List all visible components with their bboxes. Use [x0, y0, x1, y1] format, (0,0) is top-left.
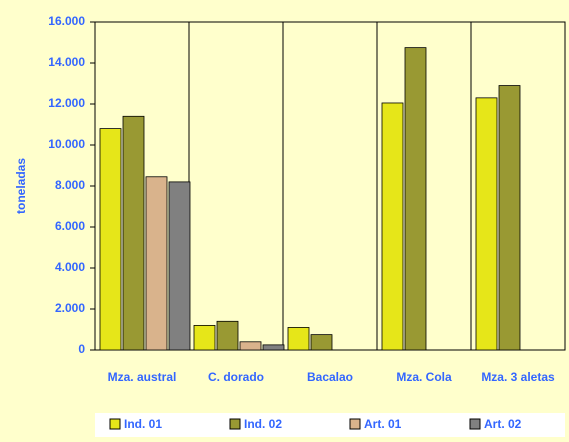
legend-swatch	[469, 418, 481, 430]
y-tick-label: 14.000	[48, 55, 85, 69]
legend-label: Ind. 02	[244, 417, 282, 431]
bar	[381, 102, 404, 351]
y-axis-title: toneladas	[14, 158, 28, 214]
y-tick-label: 4.000	[55, 260, 85, 274]
legend-swatch	[229, 418, 241, 430]
y-tick-label: 8.000	[55, 178, 85, 192]
y-tick-label: 0	[78, 342, 85, 356]
bar	[168, 181, 191, 351]
bar	[122, 115, 145, 351]
bar	[287, 327, 310, 351]
y-tick-label: 10.000	[48, 137, 85, 151]
y-tick-label: 6.000	[55, 219, 85, 233]
legend-box	[95, 413, 565, 437]
bar	[404, 47, 427, 351]
bar	[239, 341, 262, 351]
bar	[99, 128, 122, 351]
bar	[145, 176, 168, 351]
x-tick-label: Bacalao	[306, 370, 354, 384]
y-tick-label: 2.000	[55, 301, 85, 315]
legend-swatch	[349, 418, 361, 430]
x-tick-label: Mza. austral	[107, 370, 177, 384]
legend-swatch	[109, 418, 121, 430]
x-tick-label: Mza. Cola	[396, 370, 452, 384]
bar	[475, 97, 498, 351]
x-tick-label: Mza. 3 aletas	[481, 370, 555, 384]
bar	[498, 85, 521, 351]
legend-label: Ind. 01	[124, 417, 162, 431]
bar	[216, 320, 239, 351]
bar	[262, 344, 285, 351]
legend-label: Art. 02	[484, 417, 522, 431]
bar	[310, 334, 333, 351]
legend-label: Art. 01	[364, 417, 402, 431]
x-tick-label: C. dorado	[208, 370, 264, 384]
bar	[193, 324, 216, 351]
y-tick-label: 16.000	[48, 14, 85, 28]
y-tick-label: 12.000	[48, 96, 85, 110]
